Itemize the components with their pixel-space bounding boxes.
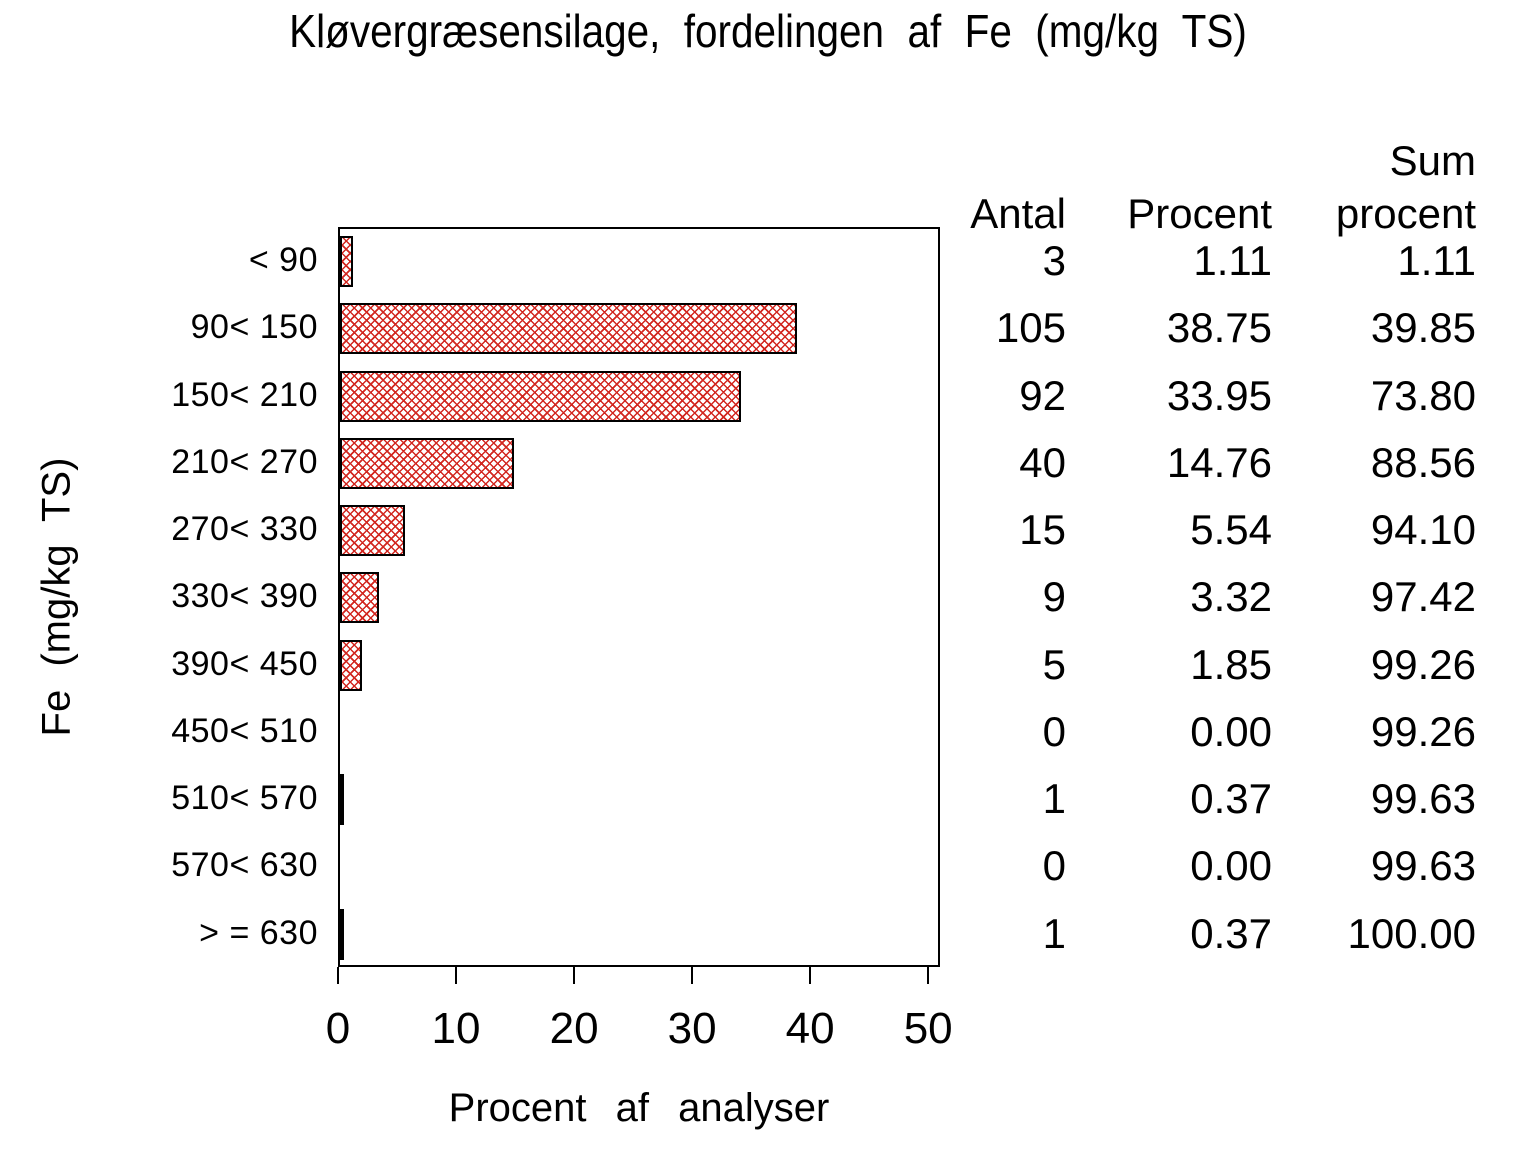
table-cell-procent: 14.76 xyxy=(1166,438,1272,486)
category-label: < 90 xyxy=(248,241,318,279)
table-cell-sum: 99.26 xyxy=(1370,640,1476,688)
category-label: > = 630 xyxy=(199,913,318,952)
plot-area xyxy=(338,227,940,967)
table-cell-sum: 73.80 xyxy=(1370,371,1476,419)
table-cell-antal: 92 xyxy=(1019,371,1066,419)
table-cell-antal: 0 xyxy=(1042,842,1066,890)
table-cell-procent: 1.85 xyxy=(1190,640,1272,688)
x-axis-tick-label: 20 xyxy=(549,1004,599,1053)
category-label: 90< 150 xyxy=(190,308,318,347)
bar xyxy=(340,370,741,422)
category-label: 210< 270 xyxy=(171,442,318,481)
x-axis-tick xyxy=(337,967,339,984)
x-axis-tick xyxy=(573,967,576,984)
x-axis-tick xyxy=(809,967,812,984)
table-column-antal: 3 105 92 40 15 9 5 0 1 0 1 xyxy=(900,227,1066,967)
table-cell-procent: 38.75 xyxy=(1166,304,1272,352)
bar xyxy=(340,505,406,557)
table-cell-sum: 99.63 xyxy=(1370,775,1476,823)
table-header-antal: Antal xyxy=(970,190,1066,237)
x-axis-tick xyxy=(691,967,694,984)
table-cell-sum: 99.63 xyxy=(1370,842,1476,890)
bar xyxy=(340,437,515,489)
table-cell-procent: 0.00 xyxy=(1190,842,1272,890)
table-header-sum-line2: procent xyxy=(1335,190,1476,237)
table-cell-procent: 0.00 xyxy=(1190,707,1272,755)
bar xyxy=(340,572,380,624)
x-axis-tick xyxy=(455,967,458,984)
table-cell-antal: 105 xyxy=(995,304,1066,352)
table-cell-procent: 5.54 xyxy=(1190,506,1272,554)
bar xyxy=(340,303,798,355)
table-cell-antal: 1 xyxy=(1042,909,1066,957)
chart-title: Kløvergræsensilage, fordelingen af Fe (m… xyxy=(289,5,1247,57)
x-axis-tick-label: 50 xyxy=(903,1004,953,1053)
category-label: 270< 330 xyxy=(171,510,318,549)
table-cell-antal: 5 xyxy=(1042,640,1066,688)
x-axis-tick xyxy=(927,967,930,984)
table-column-sum-procent: 1.11 39.85 73.80 88.56 94.10 97.42 99.26 99.26 9… xyxy=(1280,227,1476,967)
bar xyxy=(340,639,362,691)
x-axis-tick-label: 40 xyxy=(785,1004,835,1053)
table-cell-antal: 1 xyxy=(1042,775,1066,823)
table-cell-sum: 88.56 xyxy=(1370,438,1476,486)
table-cell-procent: 33.95 xyxy=(1166,371,1272,419)
table-cell-procent: 0.37 xyxy=(1190,909,1272,957)
category-label: 450< 510 xyxy=(171,711,318,750)
x-axis-tick-label: 0 xyxy=(325,1004,351,1053)
x-axis-title: Procent af analyser xyxy=(448,1086,830,1130)
category-label: 330< 390 xyxy=(171,577,318,616)
table-header-sum-procent: Sum procent xyxy=(1280,134,1476,240)
table-cell-sum: 1.11 xyxy=(1397,237,1476,284)
category-label: 390< 450 xyxy=(171,644,318,683)
x-axis-tick-label: 10 xyxy=(431,1004,481,1053)
table-cell-procent: 0.37 xyxy=(1190,775,1272,823)
table-cell-sum: 97.42 xyxy=(1370,573,1476,621)
table-cell-antal: 9 xyxy=(1042,573,1066,621)
table-cell-sum: 100.00 xyxy=(1347,909,1476,957)
category-label: 570< 630 xyxy=(171,846,318,885)
category-label: 150< 210 xyxy=(171,375,318,414)
bar xyxy=(340,774,345,826)
table-cell-antal: 0 xyxy=(1042,707,1066,755)
table-header-procent: Procent xyxy=(1127,190,1272,237)
table-cell-procent: 1.11 xyxy=(1193,237,1272,284)
category-label: 510< 570 xyxy=(171,779,318,818)
table-cell-antal: 15 xyxy=(1019,506,1066,554)
table-cell-antal: 40 xyxy=(1019,438,1066,486)
table-cell-sum: 39.85 xyxy=(1370,304,1476,352)
table-cell-sum: 99.26 xyxy=(1370,707,1476,755)
table-cell-procent: 3.32 xyxy=(1190,573,1272,621)
x-axis-tick-label: 30 xyxy=(667,1004,717,1053)
table-cell-sum: 94.10 xyxy=(1370,506,1476,554)
table-header-sum-line1: Sum xyxy=(1389,137,1476,184)
table-column-procent: 1.11 38.75 33.95 14.76 5.54 3.32 1.85 0.00 0.37 0… xyxy=(1080,227,1272,967)
bar xyxy=(340,236,354,287)
table-cell-antal: 3 xyxy=(1042,237,1066,284)
bar xyxy=(340,908,345,960)
